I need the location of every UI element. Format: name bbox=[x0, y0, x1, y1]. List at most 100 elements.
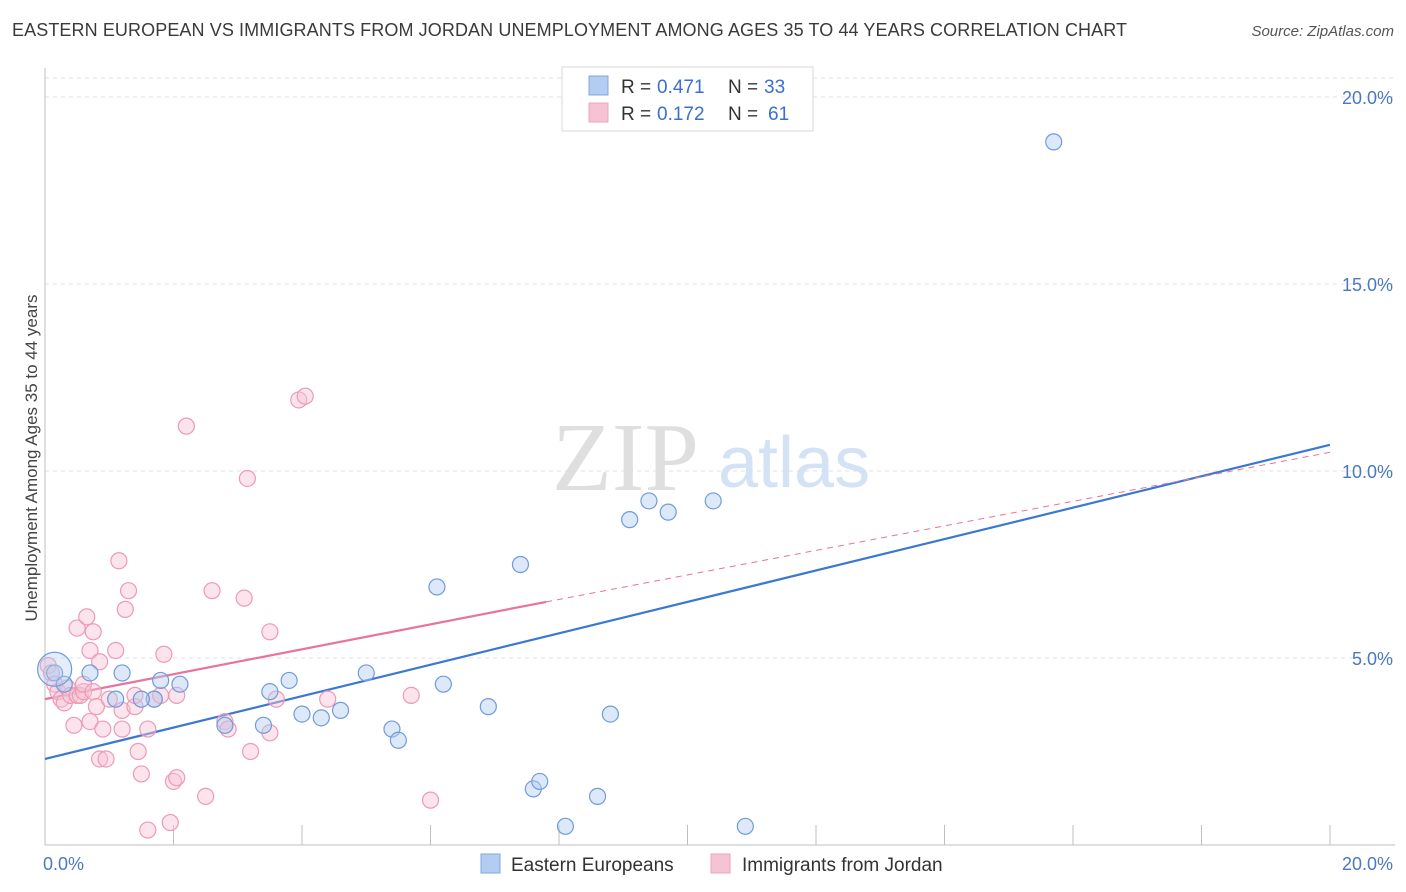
point-immigrants-jordan bbox=[197, 787, 215, 805]
point-immigrants-jordan bbox=[168, 769, 186, 787]
trend-immigrants-jordan bbox=[44, 600, 547, 701]
data-points bbox=[37, 133, 1063, 839]
y-tick-label: 5.0% bbox=[1352, 649, 1393, 669]
point-immigrants-jordan bbox=[129, 742, 147, 761]
trend-eastern-europeans bbox=[44, 443, 1331, 761]
point-immigrants-jordan bbox=[132, 765, 150, 783]
point-immigrants-jordan bbox=[65, 716, 83, 734]
point-eastern-europeans bbox=[621, 511, 639, 529]
point-immigrants-jordan bbox=[319, 690, 337, 708]
point-immigrants-jordan bbox=[100, 690, 118, 708]
point-immigrants-jordan bbox=[107, 641, 125, 660]
point-eastern-europeans bbox=[216, 716, 234, 734]
point-immigrants-jordan bbox=[402, 686, 420, 705]
point-eastern-europeans bbox=[293, 705, 311, 723]
point-eastern-europeans bbox=[704, 492, 722, 510]
y-tick-label: 20.0% bbox=[1342, 88, 1393, 108]
point-immigrants-jordan bbox=[421, 791, 440, 809]
legend-n-label-2: N = bbox=[728, 104, 758, 125]
point-immigrants-jordan bbox=[235, 589, 253, 607]
trend-jordan-extension bbox=[546, 451, 1331, 603]
point-immigrants-jordan bbox=[84, 623, 102, 641]
point-eastern-europeans bbox=[145, 690, 163, 708]
point-immigrants-jordan bbox=[81, 712, 99, 731]
point-eastern-europeans bbox=[588, 787, 607, 805]
x-tick-label: 0.0% bbox=[43, 854, 84, 874]
legend-n-value-2: 61 bbox=[768, 104, 789, 125]
point-eastern-europeans bbox=[331, 701, 350, 719]
point-eastern-europeans-large bbox=[37, 651, 73, 687]
point-eastern-europeans bbox=[428, 578, 446, 596]
point-immigrants-jordan bbox=[161, 813, 179, 832]
legend: R = 0.471 N = 33 R = 0.172 N = 61 bbox=[561, 66, 814, 132]
point-eastern-europeans bbox=[46, 664, 64, 682]
point-eastern-europeans bbox=[280, 671, 298, 690]
point-eastern-europeans bbox=[640, 492, 658, 510]
chart-title: EASTERN EUROPEAN VS IMMIGRANTS FROM JORD… bbox=[12, 20, 1128, 40]
point-immigrants-jordan bbox=[139, 720, 157, 738]
point-eastern-europeans bbox=[113, 664, 131, 682]
point-immigrants-jordan bbox=[68, 619, 86, 637]
trend-lines bbox=[44, 443, 1331, 761]
watermark-atlas: atlas bbox=[718, 423, 870, 503]
point-eastern-europeans bbox=[659, 503, 677, 521]
bottom-legend-swatch-jordan bbox=[710, 853, 731, 874]
point-immigrants-jordan bbox=[238, 469, 256, 488]
legend-r-label-1: R = bbox=[621, 77, 651, 98]
point-immigrants-jordan bbox=[296, 387, 314, 405]
point-immigrants-jordan bbox=[97, 750, 115, 768]
watermark-zip: ZIP bbox=[552, 404, 699, 512]
point-eastern-europeans bbox=[736, 817, 754, 835]
point-eastern-europeans bbox=[312, 709, 330, 727]
point-eastern-europeans bbox=[601, 705, 620, 723]
point-eastern-europeans bbox=[152, 671, 170, 690]
point-immigrants-jordan bbox=[91, 653, 109, 671]
point-immigrants-jordan bbox=[119, 582, 138, 600]
point-eastern-europeans bbox=[434, 675, 452, 693]
point-eastern-europeans bbox=[254, 716, 273, 734]
tick-labels: 5.0% 10.0% 15.0% 20.0% 0.0% 20.0% bbox=[43, 88, 1393, 874]
point-immigrants-jordan bbox=[87, 698, 106, 716]
point-eastern-europeans bbox=[556, 817, 575, 835]
point-immigrants-jordan bbox=[78, 608, 96, 626]
point-immigrants-jordan bbox=[116, 600, 134, 618]
point-eastern-europeans bbox=[81, 664, 99, 682]
legend-r-value-2: 0.172 bbox=[657, 104, 705, 125]
point-immigrants-jordan bbox=[110, 552, 128, 570]
legend-n-value-1: 33 bbox=[764, 77, 785, 98]
point-immigrants-jordan bbox=[113, 720, 131, 738]
point-eastern-europeans bbox=[1045, 133, 1063, 151]
point-eastern-europeans bbox=[171, 675, 189, 693]
x-tick-label: 20.0% bbox=[1342, 854, 1393, 874]
legend-swatch-eastern bbox=[588, 75, 609, 96]
point-eastern-europeans bbox=[511, 555, 530, 574]
point-immigrants-jordan bbox=[177, 417, 195, 435]
legend-r-label-2: R = bbox=[621, 104, 651, 125]
point-eastern-europeans bbox=[479, 698, 497, 716]
bottom-legend-eastern: Eastern Europeans bbox=[511, 855, 674, 876]
bottom-legend-jordan: Immigrants from Jordan bbox=[742, 855, 943, 876]
point-eastern-europeans bbox=[132, 690, 150, 708]
legend-n-label-1: N = bbox=[728, 77, 758, 98]
legend-swatch-jordan bbox=[588, 102, 609, 123]
point-eastern-europeans bbox=[531, 772, 549, 791]
point-eastern-europeans bbox=[107, 690, 125, 708]
y-axis-title: Unemployment Among Ages 35 to 44 years bbox=[22, 295, 41, 622]
point-eastern-europeans bbox=[261, 683, 279, 701]
point-eastern-europeans bbox=[357, 664, 375, 682]
point-immigrants-jordan bbox=[94, 720, 112, 738]
point-immigrants-jordan bbox=[155, 645, 173, 663]
point-immigrants-jordan bbox=[81, 641, 99, 660]
point-immigrants-jordan bbox=[261, 623, 279, 641]
bottom-legend: Eastern Europeans Immigrants from Jordan bbox=[480, 853, 943, 876]
point-eastern-europeans bbox=[389, 731, 407, 749]
point-immigrants-jordan bbox=[84, 683, 102, 701]
point-immigrants-jordan bbox=[203, 582, 221, 600]
point-immigrants-jordan bbox=[91, 750, 109, 768]
point-immigrants-jordan bbox=[139, 821, 157, 839]
point-immigrants-jordan bbox=[242, 742, 260, 761]
bottom-legend-swatch-eastern bbox=[480, 853, 501, 874]
source-label: Source: ZipAtlas.com bbox=[1251, 23, 1394, 40]
axes bbox=[44, 68, 1395, 846]
